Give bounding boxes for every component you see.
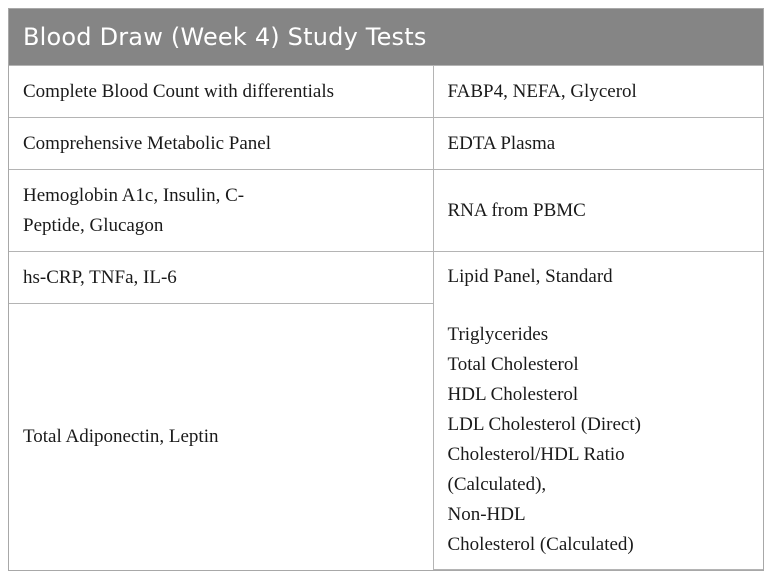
lipid-item: Triglycerides — [447, 324, 549, 345]
lipid-panel-cell: Lipid Panel, Standard Triglycerides Tota… — [432, 251, 763, 570]
table-cell: Complete Blood Count with differentials — [9, 65, 434, 118]
table-title: Blood Draw (Week 4) Study Tests — [23, 23, 427, 51]
table-row: hs-CRP, TNFa, IL-6 Lipid Panel, Standard… — [9, 251, 763, 570]
table-row: Total Adiponectin, Leptin — [9, 303, 763, 570]
table-cell: EDTA Plasma — [432, 117, 763, 170]
table-cell: RNA from PBMC — [432, 169, 763, 252]
lipid-item: LDL Cholesterol (Direct) — [447, 414, 641, 435]
table-row: Complete Blood Count with differentials … — [9, 65, 763, 118]
lipid-item: Cholesterol (Calculated) — [447, 534, 634, 555]
table-cell: Hemoglobin A1c, Insulin, C- Peptide, Glu… — [9, 169, 434, 252]
lipid-item: Total Cholesterol — [447, 354, 579, 375]
table-cell: FABP4, NEFA, Glycerol — [432, 65, 763, 118]
lipid-item: Non-HDL — [447, 504, 526, 525]
table-row: Hemoglobin A1c, Insulin, C- Peptide, Glu… — [9, 169, 763, 252]
table-row: Comprehensive Metabolic Panel EDTA Plasm… — [9, 117, 763, 170]
cell-line: Peptide, Glucagon — [23, 214, 164, 236]
tests-grid: Complete Blood Count with differentials … — [9, 65, 763, 570]
table-cell: hs-CRP, TNFa, IL-6 — [9, 251, 434, 304]
table-header: Blood Draw (Week 4) Study Tests — [9, 9, 763, 65]
lipid-item: (Calculated), — [447, 474, 547, 495]
lipid-item: Cholesterol/HDL Ratio — [447, 444, 625, 465]
table-cell: Total Adiponectin, Leptin — [9, 303, 433, 570]
table-cell: Comprehensive Metabolic Panel — [9, 117, 434, 170]
lipid-item: HDL Cholesterol — [447, 384, 579, 405]
study-tests-table: Blood Draw (Week 4) Study Tests Complete… — [8, 8, 764, 571]
cell-line: Hemoglobin A1c, Insulin, C- — [23, 184, 245, 206]
lipid-panel-title: Lipid Panel, Standard — [447, 266, 613, 287]
